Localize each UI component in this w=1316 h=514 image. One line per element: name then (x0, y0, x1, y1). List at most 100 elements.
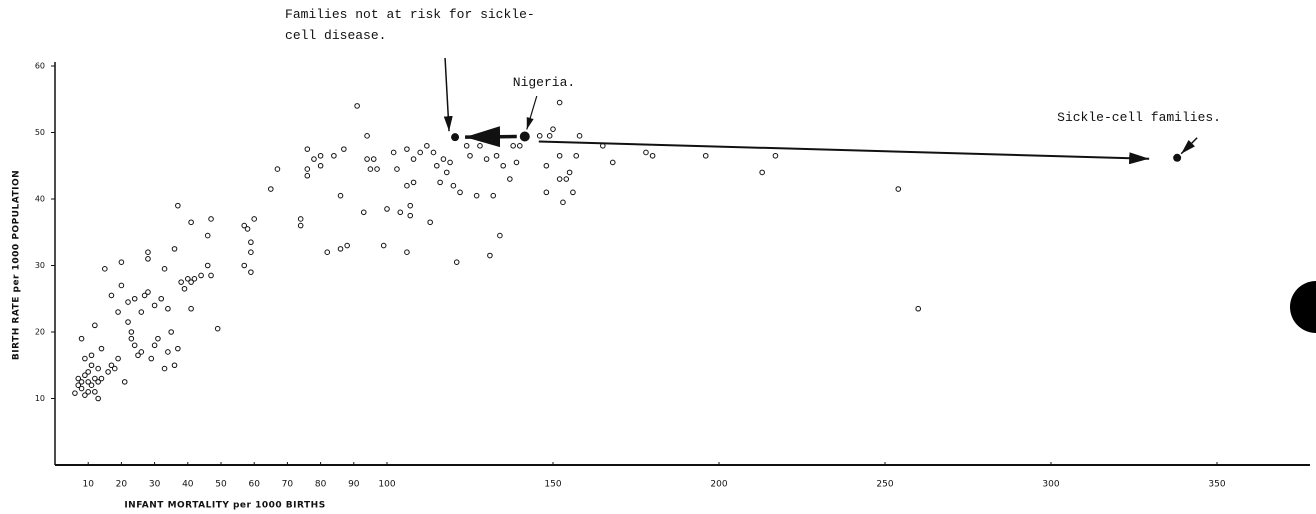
point (380, 242, 387, 249)
point (138, 349, 145, 355)
x-tick-label: 70 (282, 480, 294, 490)
highlight-point (519, 131, 530, 142)
point (204, 262, 211, 269)
point (483, 156, 490, 162)
point (82, 392, 88, 398)
point (337, 192, 344, 199)
point (244, 226, 251, 232)
point (304, 166, 311, 172)
point (297, 222, 304, 229)
point (772, 152, 779, 159)
point (208, 272, 214, 279)
point (95, 395, 101, 402)
point (510, 143, 516, 149)
point (165, 305, 171, 312)
highlight-point (1173, 153, 1182, 162)
point (702, 152, 709, 159)
point (404, 182, 410, 189)
y-tick-label: 60 (35, 62, 45, 71)
point (643, 149, 649, 156)
pointer (526, 95, 538, 130)
x-tick-label: 10 (82, 480, 94, 490)
point (556, 99, 563, 106)
point (92, 322, 98, 329)
point (543, 162, 550, 169)
x-tick-label: 100 (378, 480, 395, 490)
point (324, 249, 331, 255)
point (513, 159, 520, 166)
point (188, 219, 194, 226)
x-tick-label: 90 (348, 480, 360, 490)
point (463, 143, 470, 149)
point (72, 390, 78, 396)
point (374, 166, 380, 172)
point (331, 152, 337, 159)
x-tick-label: 30 (149, 480, 161, 490)
point (248, 239, 254, 246)
point (98, 375, 105, 382)
point (198, 272, 204, 279)
point (161, 266, 168, 272)
point (248, 269, 254, 275)
point (424, 143, 430, 149)
point (477, 143, 483, 149)
point (274, 166, 281, 172)
point (384, 206, 390, 212)
point (241, 262, 248, 269)
point (550, 126, 556, 132)
point (161, 365, 168, 372)
point (304, 146, 311, 152)
point (311, 156, 317, 162)
point (171, 246, 178, 252)
point (497, 232, 503, 239)
point (434, 162, 440, 169)
point (354, 103, 360, 109)
point (175, 345, 181, 352)
point (151, 342, 158, 349)
point (118, 282, 125, 289)
point (158, 295, 165, 302)
y-tick-label: 40 (35, 195, 45, 204)
point (145, 256, 151, 262)
point (82, 355, 88, 362)
point (78, 379, 85, 385)
point (111, 365, 118, 372)
point (78, 385, 85, 392)
point (175, 202, 181, 209)
point (251, 216, 257, 222)
point (560, 199, 566, 206)
point (317, 152, 324, 159)
point (88, 362, 95, 369)
point (410, 156, 417, 162)
point (95, 365, 101, 372)
point (457, 189, 463, 196)
point (82, 372, 88, 379)
point (563, 176, 570, 182)
pointer (1180, 137, 1198, 155)
point (570, 189, 576, 196)
point (128, 329, 135, 335)
point (556, 152, 563, 159)
point (171, 362, 178, 369)
annotation: Families not at risk for sickle-cell dis… (285, 7, 535, 43)
point (576, 133, 583, 139)
point (188, 279, 194, 285)
x-tick-label: 150 (544, 480, 561, 490)
point (88, 382, 95, 389)
pointer (443, 57, 453, 132)
point (473, 192, 480, 199)
point (341, 146, 347, 152)
point (337, 246, 344, 252)
x-tick-label: 300 (1042, 480, 1059, 490)
point (92, 389, 98, 395)
arrow (538, 140, 1150, 165)
point (178, 279, 184, 285)
highlight-point (451, 133, 460, 142)
point (417, 149, 424, 156)
point (108, 362, 115, 369)
point (185, 276, 191, 282)
point (649, 152, 656, 159)
point (500, 162, 507, 169)
